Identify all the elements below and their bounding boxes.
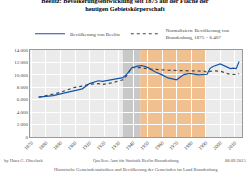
svg-text:14.000: 14.000	[14, 48, 28, 53]
svg-text:8.000: 8.000	[17, 85, 29, 90]
svg-text:2010: 2010	[227, 140, 238, 151]
svg-text:1990: 1990	[198, 140, 209, 151]
svg-text:1950: 1950	[139, 140, 150, 151]
svg-text:6.000: 6.000	[17, 97, 29, 102]
svg-text:by Hans G. Oberlack: by Hans G. Oberlack	[4, 158, 43, 163]
svg-text:2000: 2000	[212, 140, 223, 151]
svg-text:Quellen: Amt für Statistik Ber: Quellen: Amt für Statistik Berlin-Brande…	[93, 158, 179, 163]
svg-text:Beelitz: Bevölkerungsentwicklu: Beelitz: Bevölkerungsentwicklung seit 18…	[41, 0, 208, 12]
svg-text:0: 0	[26, 135, 29, 140]
svg-text:1910: 1910	[81, 140, 92, 151]
svg-text:1870: 1870	[23, 140, 34, 151]
svg-text:1930: 1930	[110, 140, 121, 151]
svg-text:2.000: 2.000	[17, 122, 29, 127]
svg-text:1940: 1940	[125, 140, 136, 151]
svg-text:1880: 1880	[38, 140, 49, 151]
svg-text:1890: 1890	[52, 140, 63, 151]
svg-text:10.000: 10.000	[14, 73, 28, 78]
svg-text:1920: 1920	[96, 140, 107, 151]
svg-text:08.09.2015: 08.09.2015	[225, 158, 246, 163]
svg-text:Historische Gemeindestatistike: Historische Gemeindestatistiken und Bevö…	[54, 167, 218, 172]
svg-text:1900: 1900	[67, 140, 78, 151]
svg-text:1960: 1960	[154, 140, 165, 151]
svg-text:1970: 1970	[169, 140, 180, 151]
svg-text:4.000: 4.000	[17, 110, 29, 115]
svg-text:Bevölkerung von Beelitz: Bevölkerung von Beelitz	[70, 32, 121, 37]
svg-text:1980: 1980	[183, 140, 194, 151]
svg-text:12.000: 12.000	[14, 60, 28, 65]
svg-text:Normalisierte Bevölkerung vonB: Normalisierte Bevölkerung vonBrandenburg…	[166, 28, 230, 41]
